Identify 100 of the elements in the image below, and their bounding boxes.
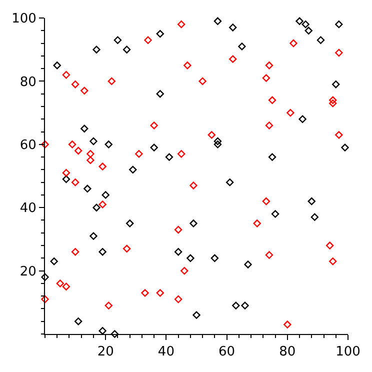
point	[86, 156, 94, 164]
point	[332, 80, 340, 88]
point	[165, 153, 174, 161]
point	[284, 320, 292, 328]
point	[244, 260, 252, 268]
x-tick-label: 80	[279, 344, 296, 360]
point	[98, 200, 106, 208]
point	[210, 254, 219, 262]
point	[178, 150, 186, 158]
point	[180, 266, 188, 275]
point	[229, 24, 237, 32]
point	[341, 144, 349, 152]
point	[80, 86, 88, 95]
x-tick-label: 40	[158, 344, 174, 360]
point	[329, 257, 337, 266]
point	[71, 80, 80, 88]
point	[98, 162, 106, 170]
point	[41, 273, 49, 281]
point	[229, 55, 237, 63]
point	[156, 30, 164, 38]
point	[290, 39, 298, 48]
point	[190, 220, 198, 228]
point	[214, 140, 222, 148]
point	[41, 295, 49, 304]
point	[41, 140, 49, 148]
point	[135, 150, 143, 158]
point	[56, 280, 64, 288]
point	[308, 197, 316, 206]
point	[198, 77, 206, 86]
point	[326, 242, 334, 250]
point	[335, 48, 343, 57]
point	[74, 318, 82, 326]
point	[186, 254, 194, 262]
point	[108, 77, 116, 86]
point	[226, 178, 234, 186]
point	[335, 20, 343, 28]
point	[126, 220, 134, 228]
point	[102, 191, 110, 199]
y-tick-label: 80	[20, 74, 36, 90]
y-tick-label: 40	[20, 201, 36, 216]
y-tick-label: 100	[12, 12, 36, 27]
point	[262, 197, 270, 206]
point	[74, 146, 82, 155]
point	[253, 220, 261, 228]
y-tick-label: 60	[20, 138, 36, 153]
point	[50, 257, 58, 266]
y-tick-label: 20	[20, 264, 36, 280]
point	[335, 131, 343, 139]
point	[98, 326, 106, 335]
point	[298, 115, 306, 123]
point	[110, 330, 119, 338]
point	[174, 295, 182, 304]
point	[98, 248, 106, 256]
x-tick-label: 60	[218, 344, 236, 360]
point	[262, 74, 270, 82]
point	[53, 62, 61, 70]
point	[104, 302, 112, 310]
point	[114, 36, 122, 44]
point	[174, 248, 182, 256]
point	[214, 17, 222, 26]
point	[92, 204, 100, 212]
x-tick-label: 20	[97, 344, 114, 360]
point	[80, 124, 88, 132]
point	[71, 248, 80, 256]
point	[62, 168, 70, 177]
point	[86, 150, 94, 158]
point	[156, 90, 164, 98]
point	[90, 232, 98, 240]
point	[184, 62, 192, 70]
point	[310, 213, 319, 221]
point	[192, 311, 200, 319]
point	[141, 289, 149, 297]
point	[104, 140, 112, 148]
point	[265, 62, 274, 70]
point	[268, 96, 276, 104]
point	[316, 36, 325, 44]
point	[286, 108, 294, 117]
point	[62, 175, 70, 184]
point	[62, 71, 70, 79]
point	[90, 137, 98, 146]
point	[302, 20, 310, 28]
point	[71, 178, 80, 186]
point	[144, 36, 152, 44]
point	[174, 226, 182, 234]
point	[241, 302, 249, 310]
point	[214, 137, 222, 146]
point	[178, 20, 186, 28]
point	[62, 282, 70, 290]
point	[238, 42, 246, 50]
point	[84, 184, 92, 192]
point	[208, 131, 216, 139]
point	[232, 302, 240, 310]
point	[190, 182, 198, 190]
point	[129, 166, 137, 174]
point	[304, 26, 312, 34]
x-tick-label: 100	[336, 344, 360, 360]
point	[92, 46, 100, 54]
point	[296, 17, 304, 26]
point	[150, 144, 158, 152]
point	[268, 153, 276, 161]
